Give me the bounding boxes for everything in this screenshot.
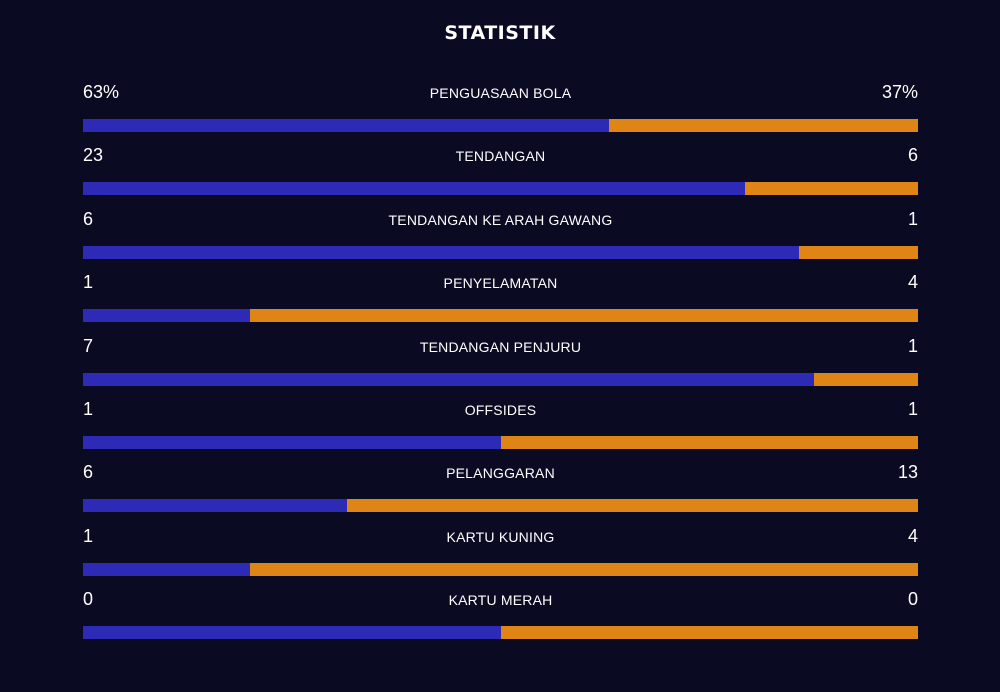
stat-header: 63% PENGUASAAN BOLA 37% bbox=[83, 80, 918, 108]
away-bar-segment bbox=[346, 499, 918, 513]
stats-list: 63% PENGUASAAN BOLA 37% 23 TENDANGAN 6 6… bbox=[83, 80, 918, 651]
stat-header: 0 KARTU MERAH 0 bbox=[83, 587, 918, 615]
stat-label: KARTU MERAH bbox=[448, 592, 553, 609]
home-value: 1 bbox=[83, 525, 94, 546]
stat-row-saves: 1 PENYELAMATAN 4 bbox=[83, 270, 918, 333]
stat-row-red-cards: 0 KARTU MERAH 0 bbox=[83, 587, 918, 650]
stat-label: PENGUASAAN BOLA bbox=[429, 85, 572, 101]
stat-row-corners: 7 TENDANGAN PENJURU 1 bbox=[83, 334, 918, 397]
stat-header: 1 OFFSIDES 1 bbox=[83, 397, 918, 425]
home-bar-segment bbox=[83, 182, 746, 196]
home-bar-segment bbox=[83, 309, 250, 323]
home-bar-segment bbox=[83, 435, 501, 449]
away-bar-segment bbox=[500, 435, 918, 449]
comparison-bar bbox=[83, 309, 918, 323]
away-value: 4 bbox=[907, 525, 918, 546]
away-value: 1 bbox=[907, 335, 918, 356]
stat-header: 1 PENYELAMATAN 4 bbox=[83, 270, 918, 298]
stats-title: STATISTIK bbox=[444, 22, 556, 44]
stat-label: KARTU KUNING bbox=[446, 528, 555, 545]
away-bar-segment bbox=[609, 119, 918, 132]
stat-label: TENDANGAN KE ARAH GAWANG bbox=[388, 211, 613, 228]
stat-label: TENDANGAN PENJURU bbox=[419, 338, 582, 355]
stat-header: 6 PELANGGARAN 13 bbox=[83, 460, 918, 488]
stat-header: 23 TENDANGAN 6 bbox=[83, 143, 918, 171]
home-value: 1 bbox=[83, 398, 94, 419]
home-value: 63% bbox=[83, 82, 120, 102]
comparison-bar bbox=[83, 562, 918, 576]
home-bar-segment bbox=[83, 245, 799, 259]
home-value: 1 bbox=[83, 272, 94, 293]
away-bar-segment bbox=[798, 245, 918, 259]
stat-row-shots-on-target: 6 TENDANGAN KE ARAH GAWANG 1 bbox=[83, 207, 918, 270]
away-value: 1 bbox=[907, 208, 918, 229]
home-bar-segment bbox=[83, 562, 250, 576]
away-value: 6 bbox=[907, 145, 918, 166]
stat-header: 7 TENDANGAN PENJURU 1 bbox=[83, 334, 918, 362]
comparison-bar bbox=[83, 499, 918, 513]
home-bar-segment bbox=[83, 372, 814, 386]
comparison-bar bbox=[83, 182, 918, 196]
stat-row-shots: 23 TENDANGAN 6 bbox=[83, 143, 918, 206]
stat-row-possession: 63% PENGUASAAN BOLA 37% bbox=[83, 80, 918, 143]
away-value: 37% bbox=[881, 82, 918, 102]
away-bar-segment bbox=[500, 626, 918, 640]
away-bar-segment bbox=[745, 182, 918, 196]
stat-row-offsides: 1 OFFSIDES 1 bbox=[83, 397, 918, 460]
away-value: 13 bbox=[897, 462, 918, 483]
home-bar-segment bbox=[83, 626, 501, 640]
away-value: 0 bbox=[907, 589, 918, 610]
comparison-bar bbox=[83, 372, 918, 386]
comparison-bar bbox=[83, 435, 918, 449]
stat-label: PENYELAMATAN bbox=[443, 275, 558, 292]
comparison-bar bbox=[83, 626, 918, 640]
stat-label: TENDANGAN bbox=[455, 148, 546, 165]
stat-label: OFFSIDES bbox=[464, 401, 537, 418]
stat-row-yellow-cards: 1 KARTU KUNING 4 bbox=[83, 524, 918, 587]
away-value: 1 bbox=[907, 398, 918, 419]
home-value: 6 bbox=[83, 462, 94, 483]
home-bar-segment bbox=[83, 119, 610, 132]
home-value: 7 bbox=[83, 335, 94, 356]
stat-label: PELANGGARAN bbox=[446, 465, 555, 482]
away-bar-segment bbox=[250, 309, 918, 323]
stat-header: 1 KARTU KUNING 4 bbox=[83, 524, 918, 552]
stat-header: 6 TENDANGAN KE ARAH GAWANG 1 bbox=[83, 207, 918, 235]
home-value: 0 bbox=[83, 589, 94, 610]
home-bar-segment bbox=[83, 499, 347, 513]
home-value: 6 bbox=[83, 208, 94, 229]
comparison-bar bbox=[83, 245, 918, 259]
home-value: 23 bbox=[83, 145, 104, 166]
away-bar-segment bbox=[250, 562, 918, 576]
away-bar-segment bbox=[813, 372, 918, 386]
stat-row-fouls: 6 PELANGGARAN 13 bbox=[83, 460, 918, 523]
away-value: 4 bbox=[907, 272, 918, 293]
comparison-bar bbox=[83, 119, 918, 132]
